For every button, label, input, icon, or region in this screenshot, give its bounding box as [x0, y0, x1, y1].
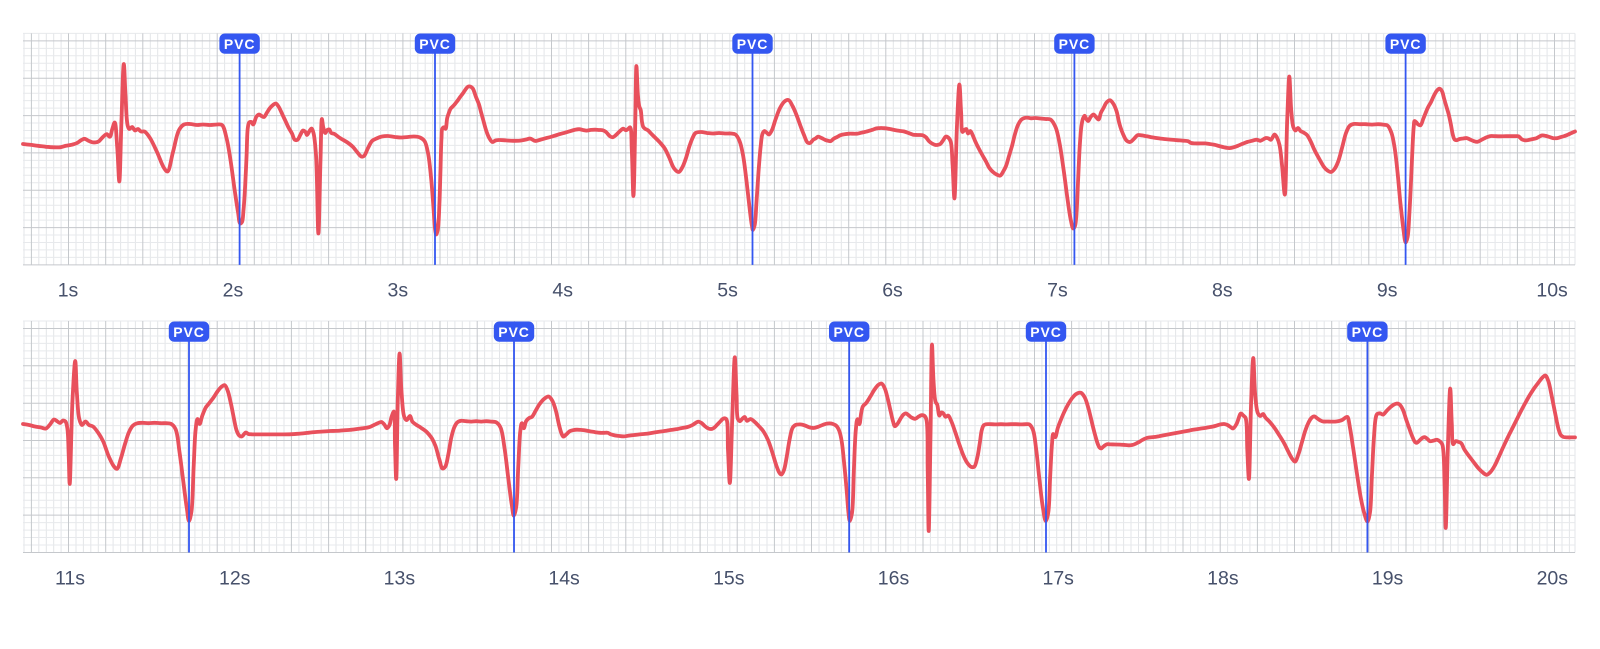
svg-text:PVC: PVC: [419, 36, 451, 52]
svg-text:13s: 13s: [384, 568, 416, 590]
svg-text:PVC: PVC: [498, 324, 530, 340]
svg-text:17s: 17s: [1042, 568, 1074, 590]
svg-text:20s: 20s: [1537, 568, 1569, 590]
svg-text:4s: 4s: [552, 280, 573, 302]
svg-text:PVC: PVC: [1352, 324, 1384, 340]
svg-text:5s: 5s: [717, 280, 738, 302]
svg-text:9s: 9s: [1377, 280, 1398, 302]
svg-text:PVC: PVC: [224, 36, 256, 52]
svg-text:PVC: PVC: [737, 36, 769, 52]
svg-text:PVC: PVC: [1030, 324, 1062, 340]
svg-text:12s: 12s: [219, 568, 251, 590]
svg-text:14s: 14s: [548, 568, 580, 590]
svg-text:PVC: PVC: [1059, 36, 1091, 52]
svg-text:18s: 18s: [1207, 568, 1239, 590]
svg-text:2s: 2s: [223, 280, 244, 302]
svg-text:16s: 16s: [878, 568, 910, 590]
svg-text:8s: 8s: [1212, 280, 1233, 302]
svg-text:7s: 7s: [1047, 280, 1068, 302]
svg-text:6s: 6s: [882, 280, 903, 302]
svg-text:PVC: PVC: [833, 324, 865, 340]
svg-text:PVC: PVC: [1390, 36, 1422, 52]
svg-text:1s: 1s: [58, 280, 79, 302]
svg-text:11s: 11s: [55, 568, 85, 590]
svg-text:10s: 10s: [1536, 280, 1568, 302]
svg-text:PVC: PVC: [173, 324, 205, 340]
svg-text:3s: 3s: [387, 280, 408, 302]
svg-text:19s: 19s: [1372, 568, 1404, 590]
svg-text:15s: 15s: [713, 568, 745, 590]
